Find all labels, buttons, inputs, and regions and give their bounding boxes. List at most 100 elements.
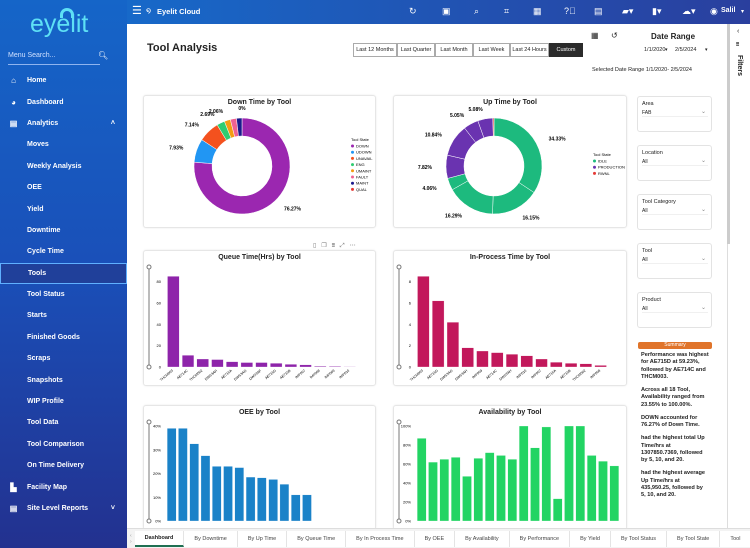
bar[interactable] — [579, 363, 592, 368]
bar[interactable] — [200, 455, 211, 522]
sidebar-item-wip-profile[interactable]: WIP Profile — [0, 391, 127, 412]
help-icon[interactable]: ?⃝ — [564, 6, 576, 16]
sidebar-item-moves[interactable]: Moves — [0, 134, 127, 155]
bar[interactable] — [552, 498, 563, 522]
sidebar-item-finished-goods[interactable]: Finished Goods — [0, 327, 127, 348]
bar[interactable] — [182, 355, 195, 368]
chevron-icon[interactable]: ˅ — [110, 505, 115, 512]
slider-handle-top[interactable] — [146, 419, 152, 425]
bar[interactable] — [565, 363, 578, 368]
vertical-scrollbar[interactable] — [727, 24, 730, 244]
bar[interactable] — [518, 425, 529, 522]
slider-handle-bottom[interactable] — [396, 518, 402, 524]
bar[interactable] — [496, 455, 506, 522]
report-icon[interactable]: ▤ — [594, 6, 603, 16]
tab-scroll-left-icon[interactable]: ‹ › — [130, 532, 132, 545]
bar[interactable] — [279, 484, 290, 522]
bar[interactable] — [314, 365, 327, 368]
sidebar-item-weekly-analysis[interactable]: Weekly Analysis — [0, 156, 127, 177]
tab-by-up-time[interactable]: By Up Time — [237, 530, 288, 547]
chevron-down-icon[interactable]: ⌄ — [700, 305, 706, 311]
chevron-down-icon[interactable]: ⌄ — [700, 256, 706, 262]
sidebar-item-yield[interactable]: Yield — [0, 198, 127, 219]
tab-by-oee[interactable]: By OEE — [414, 530, 456, 547]
filter-dropdown[interactable]: All — [642, 208, 708, 215]
bar[interactable] — [530, 447, 540, 522]
bar[interactable] — [223, 466, 233, 522]
tab-by-queue-time[interactable]: By Queue Time — [287, 530, 347, 547]
briefcase-icon[interactable]: ▮▾ — [652, 6, 662, 16]
scan-icon[interactable]: ⌗ — [504, 6, 510, 16]
bar[interactable] — [416, 438, 427, 522]
bar[interactable] — [428, 461, 438, 522]
bar[interactable] — [439, 459, 450, 522]
slider-handle-bottom[interactable] — [146, 364, 152, 370]
sidebar-item-tool-status[interactable]: Tool Status — [0, 284, 127, 305]
user-icon[interactable]: ◉ — [710, 6, 718, 16]
bar[interactable] — [302, 494, 312, 522]
filter-icon[interactable]: ⩩ — [331, 243, 340, 249]
bar[interactable] — [575, 425, 586, 522]
bar[interactable] — [432, 300, 445, 368]
bar[interactable] — [541, 426, 552, 522]
chevron-icon[interactable]: ˄ — [110, 119, 115, 127]
briefcase-add-icon[interactable]: ▰▾ — [622, 6, 634, 16]
bar[interactable] — [196, 358, 209, 368]
bar[interactable] — [291, 494, 301, 522]
sidebar-item-cycle-time[interactable]: Cycle Time — [0, 241, 127, 262]
bar[interactable] — [328, 366, 341, 368]
cloud-icon[interactable]: ☁▾ — [682, 6, 696, 16]
copy-icon[interactable]: ❐ — [321, 243, 332, 249]
bar[interactable] — [507, 459, 518, 522]
legend-item[interactable]: IDLE — [598, 159, 607, 164]
bar[interactable] — [484, 452, 495, 522]
bar[interactable] — [417, 276, 430, 368]
filter-dropdown[interactable]: All — [642, 257, 708, 264]
legend-item[interactable]: RWNL — [598, 171, 610, 176]
more-options-icon[interactable]: ⋯ — [349, 243, 361, 249]
chevron-down-icon[interactable]: ⌄ — [700, 207, 706, 213]
tab-by-performance[interactable]: By Performance — [509, 530, 571, 547]
slider-handle-top[interactable] — [146, 264, 152, 270]
bar[interactable] — [189, 443, 199, 522]
refresh-icon[interactable]: ↻ — [409, 6, 417, 16]
bar[interactable] — [598, 461, 608, 522]
tab-by-tool-state[interactable]: By Tool State — [667, 530, 721, 547]
sidebar-item-downtime[interactable]: Downtime — [0, 220, 127, 241]
add-file-icon[interactable]: ▣ — [442, 6, 451, 16]
bar[interactable] — [268, 479, 278, 522]
bar[interactable] — [226, 361, 239, 368]
sidebar-item-site-level-reports[interactable]: ▤ Site Level Reports ˅ — [0, 498, 127, 519]
legend-item[interactable]: ENG — [356, 162, 365, 167]
filter-dropdown[interactable]: All — [642, 159, 708, 166]
range-button-last-week[interactable]: Last Week — [473, 43, 510, 57]
sidebar-item-tool-data[interactable]: Tool Data — [0, 412, 127, 433]
bar[interactable] — [450, 457, 461, 522]
user-chevron-icon[interactable]: ▾ — [741, 9, 745, 15]
date-from-input[interactable]: 1/1/2020 — [644, 47, 666, 53]
range-button-custom[interactable]: Custom — [549, 43, 583, 57]
bar[interactable] — [609, 465, 620, 522]
bar[interactable] — [564, 425, 574, 522]
range-button-last-24-hours[interactable]: Last 24 Hours — [510, 43, 549, 57]
chevron-down-icon[interactable]: ⌄ — [700, 109, 706, 115]
bar[interactable] — [446, 322, 459, 368]
sidebar-item-analytics[interactable]: ▤ Analytics ˄ — [0, 113, 127, 134]
date-to-chevron-icon[interactable]: ▾ — [705, 47, 708, 53]
tab-by-in-process-time[interactable]: By In Process Time — [346, 530, 415, 547]
legend-item[interactable]: DOWN — [356, 144, 369, 149]
range-button-last-12-months[interactable]: Last 12 Months — [353, 43, 397, 57]
legend-item[interactable]: MAINT — [356, 181, 369, 186]
search-icon[interactable]: ⌕ — [474, 6, 480, 16]
focus-mode-icon[interactable]: ⤢ — [339, 243, 350, 249]
bar[interactable] — [245, 476, 256, 522]
tab-by-downtime[interactable]: By Downtime — [184, 530, 238, 547]
sidebar-item-scraps[interactable]: Scraps — [0, 348, 127, 369]
pie-slice-rwnl[interactable] — [492, 117, 495, 137]
bar[interactable] — [166, 428, 177, 522]
sidebar-item-oee[interactable]: OEE — [0, 177, 127, 198]
legend-item[interactable]: PRODUCTION — [598, 165, 625, 170]
user-name[interactable]: Salil — [721, 7, 736, 14]
bar[interactable] — [535, 358, 548, 368]
filter-dropdown[interactable]: All — [642, 306, 708, 313]
